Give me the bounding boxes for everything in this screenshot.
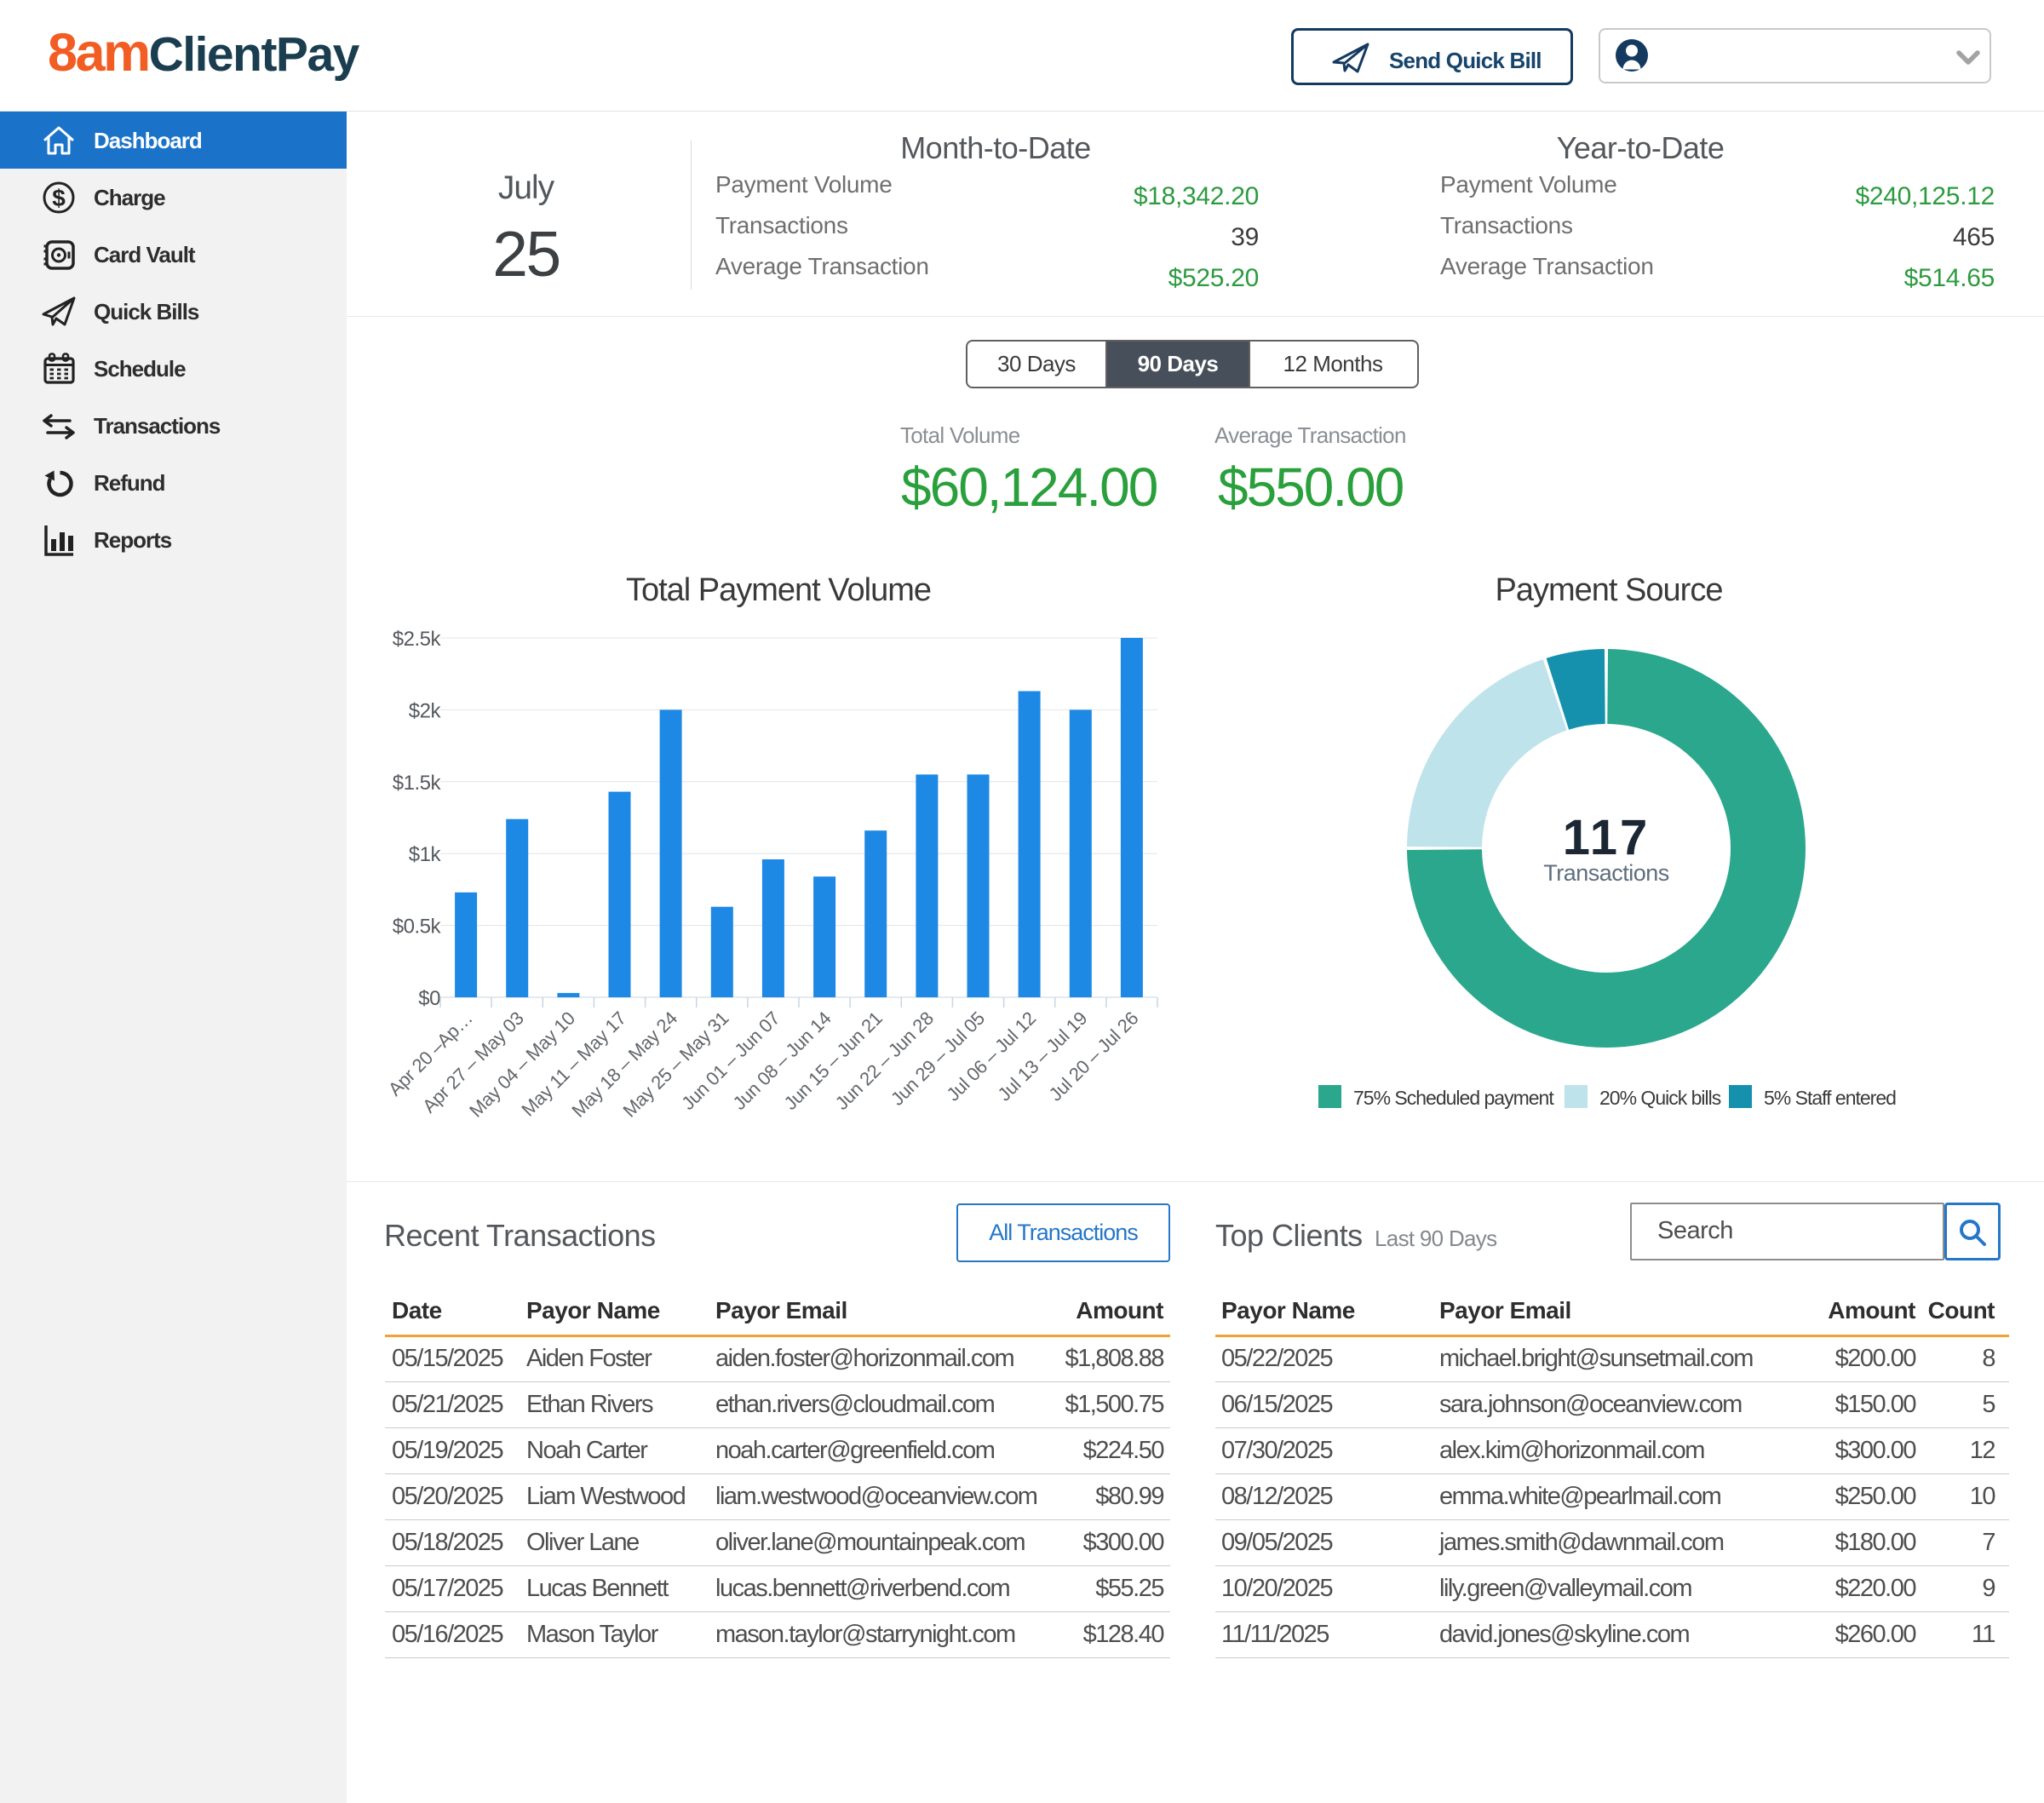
svg-text:$0: $0 — [418, 987, 440, 1010]
svg-text:$: $ — [52, 185, 66, 211]
svg-text:$2.5k: $2.5k — [393, 628, 442, 651]
svg-text:117: 117 — [1563, 810, 1651, 865]
svg-text:$2k: $2k — [409, 699, 442, 722]
svg-text:Transactions: Transactions — [1543, 860, 1669, 886]
svg-text:Jul 06 – Jul 12: Jul 06 – Jul 12 — [942, 1008, 1040, 1105]
svg-text:$0.5k: $0.5k — [393, 916, 442, 939]
svg-text:$1.5k: $1.5k — [393, 772, 442, 795]
svg-text:Jul 13 – Jul 19: Jul 13 – Jul 19 — [994, 1008, 1092, 1105]
svg-text:Total Payment Volume: Total Payment Volume — [626, 572, 931, 608]
svg-text:Jul 20 – Jul 26: Jul 20 – Jul 26 — [1045, 1008, 1143, 1105]
svg-text:Payment Source: Payment Source — [1496, 572, 1723, 608]
svg-text:$1k: $1k — [409, 843, 442, 866]
